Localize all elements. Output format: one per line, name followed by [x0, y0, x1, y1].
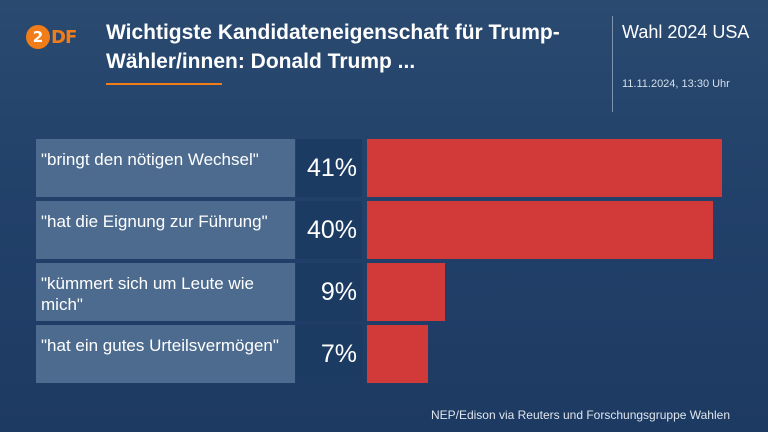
- chart-title: Wichtigste Kandidateneigenschaft für Tru…: [106, 21, 560, 73]
- header-divider: [612, 16, 613, 112]
- bar: [367, 263, 445, 321]
- source-note: NEP/Edison via Reuters und Forschungsgru…: [430, 408, 730, 422]
- category-label: "hat die Eignung zur Führung": [36, 201, 295, 259]
- category-label: "bringt den nötigen Wechsel": [36, 139, 295, 197]
- value-label: 9%: [296, 263, 362, 321]
- value-label: 40%: [296, 201, 362, 259]
- election-label: Wahl 2024 USA: [622, 22, 750, 42]
- zdf-logo-mark: 2: [26, 25, 50, 49]
- bar: [367, 325, 428, 383]
- value-label: 7%: [296, 325, 362, 383]
- category-label: "hat ein gutes Urteilsvermögen": [36, 325, 295, 383]
- bar: [367, 201, 714, 259]
- value-label: 41%: [296, 139, 362, 197]
- bar: [367, 139, 722, 197]
- zdf-logo-text: DF: [51, 26, 77, 48]
- title-underline: [106, 83, 222, 85]
- zdf-logo: 2 DF: [26, 24, 86, 50]
- timestamp: 11.11.2024, 13:30 Uhr: [622, 78, 730, 90]
- category-label: "kümmert sich um Leute wie mich": [36, 263, 295, 321]
